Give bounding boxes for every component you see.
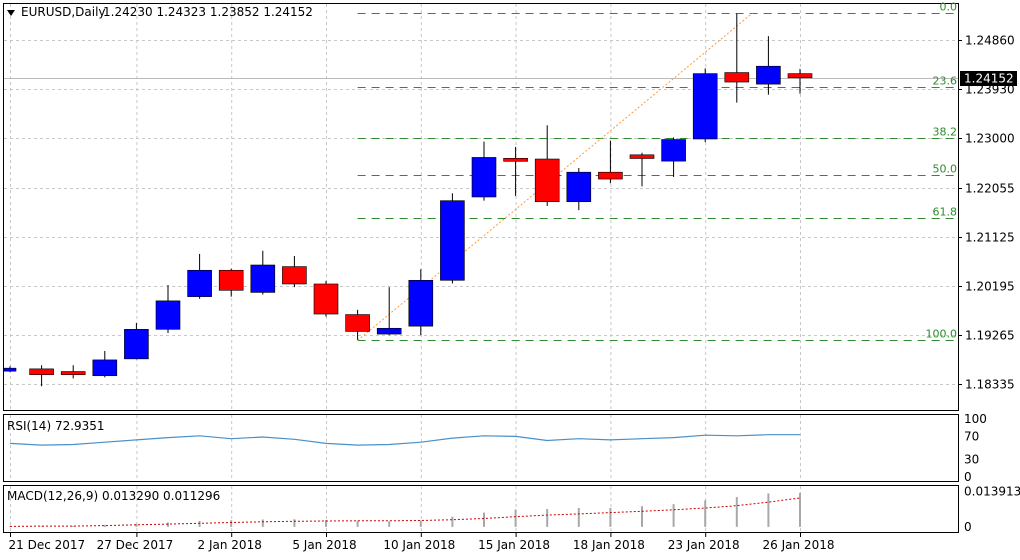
bull-candle-body <box>472 157 496 197</box>
macd-title: MACD(12,26,9) 0.013290 0.011296 <box>7 489 220 503</box>
macd-y-label: 0 <box>964 520 972 534</box>
x-tick-label: 18 Jan 2018 <box>573 538 645 552</box>
y-tick-label: 1.21125 <box>965 231 1015 245</box>
bull-candle-body <box>188 270 212 296</box>
bear-candle-body <box>504 158 528 161</box>
bull-candle-body <box>156 301 180 329</box>
x-tick-label: 21 Dec 2017 <box>9 538 86 552</box>
fib-level-label: 38.2 <box>933 126 958 139</box>
bear-candle-body <box>314 284 338 314</box>
x-tick-label: 26 Jan 2018 <box>763 538 835 552</box>
bear-candle-body <box>346 315 370 332</box>
bear-candle-body <box>630 155 654 159</box>
bear-candle-body <box>30 369 54 375</box>
bull-candle-body <box>4 368 16 371</box>
macd-y-label: 0.013913 <box>964 484 1020 498</box>
bear-candle-body <box>788 74 812 78</box>
bear-candle-body <box>219 270 243 290</box>
x-tick-label: 2 Jan 2018 <box>198 538 262 552</box>
bull-candle-body <box>756 66 780 84</box>
y-tick-label: 1.20195 <box>965 280 1015 294</box>
x-tick-label: 15 Jan 2018 <box>478 538 550 552</box>
y-tick-label: 1.24860 <box>965 34 1015 48</box>
fib-level-label: 50.0 <box>933 163 958 176</box>
rsi-y-label: 100 <box>964 412 987 426</box>
bull-candle-body <box>662 140 686 162</box>
rsi-y-label: 30 <box>964 453 979 467</box>
fib-level-label: 23.6 <box>933 75 958 88</box>
x-tick-label: 10 Jan 2018 <box>383 538 455 552</box>
ohlc-values: 1.24230 1.24323 1.23852 1.24152 <box>103 5 313 19</box>
symbol-label: EURUSD,Daily <box>21 5 106 19</box>
bear-candle-body <box>61 372 85 375</box>
bear-candle-body <box>535 159 559 202</box>
x-tick-label: 5 Jan 2018 <box>292 538 356 552</box>
y-tick-label: 1.18335 <box>965 378 1015 392</box>
x-tick-label: 23 Jan 2018 <box>668 538 740 552</box>
bull-candle-body <box>693 74 717 139</box>
fib-level-label: 100.0 <box>926 328 958 341</box>
rsi-title: RSI(14) 72.9351 <box>7 419 105 433</box>
fib-level-label: 61.8 <box>933 206 958 219</box>
y-tick-label: 1.23000 <box>965 132 1015 146</box>
bear-candle-body <box>282 267 306 284</box>
bull-candle-body <box>124 329 148 359</box>
x-tick-label: 27 Dec 2017 <box>97 538 174 552</box>
bull-candle-body <box>93 360 117 376</box>
bull-candle-body <box>377 328 401 334</box>
bull-candle-body <box>251 265 275 292</box>
fib-level-label: 0.0 <box>940 1 958 14</box>
y-tick-label: 1.22055 <box>965 182 1015 196</box>
bear-candle-body <box>598 172 622 179</box>
bull-candle-body <box>440 201 464 281</box>
bull-candle-body <box>409 280 433 326</box>
rsi-y-label: 0 <box>964 470 972 484</box>
current-price-value: 1.24152 <box>964 72 1014 86</box>
bear-candle-body <box>725 73 749 82</box>
y-tick-label: 1.19265 <box>965 329 1015 343</box>
rsi-panel-frame <box>4 415 959 482</box>
rsi-y-label: 70 <box>964 429 979 443</box>
bull-candle-body <box>567 172 591 202</box>
